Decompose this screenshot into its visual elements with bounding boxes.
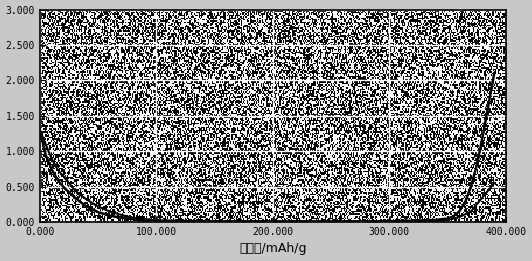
X-axis label: 比容量/mAh/g: 比容量/mAh/g — [239, 242, 306, 256]
